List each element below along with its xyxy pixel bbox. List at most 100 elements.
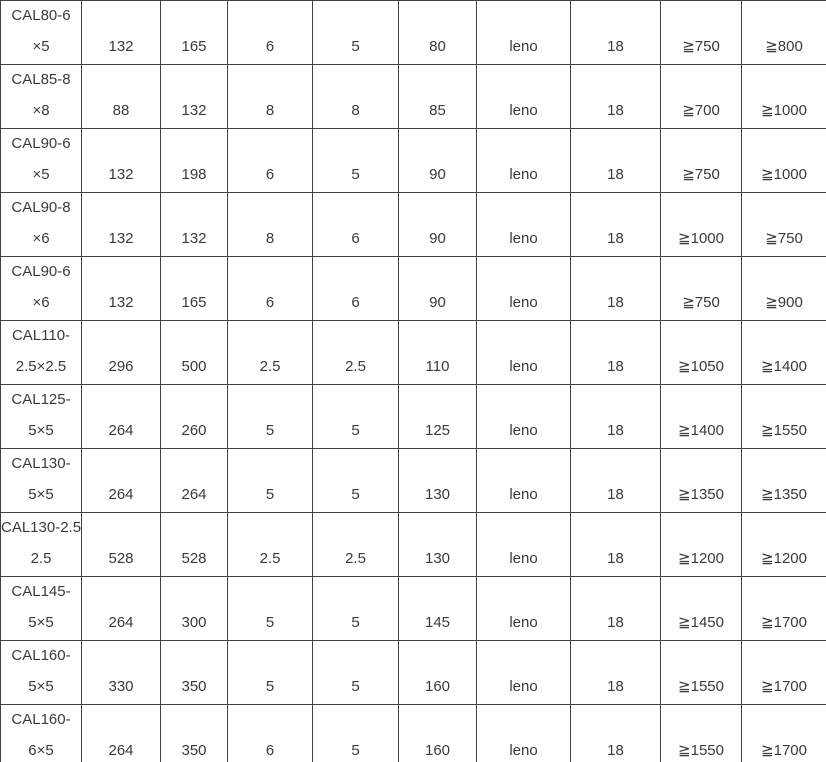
cell-warp-count: 132 (81, 0, 161, 65)
cell-value: ≧1200 (761, 550, 807, 567)
model-name-line1: CAL90-6 (11, 263, 71, 280)
cell-value: ≧750 (682, 38, 720, 55)
model-name-line1: CAL130- (11, 455, 71, 472)
cell-value: 2.5 (345, 358, 366, 375)
cell-value: ≧1550 (678, 742, 724, 759)
cell-weight: 110 (398, 320, 477, 385)
cell-weft-strength: ≧800 (741, 0, 826, 65)
cell-value: ≧1350 (678, 486, 724, 503)
cell-value: 8 (265, 230, 275, 247)
table-row: CAL90-6 ×5 132 198 6 5 90 leno 18 ≧750 ≧… (0, 128, 826, 193)
cell-warp-strength: ≧1400 (660, 384, 742, 449)
cell-warp-strength: ≧750 (660, 256, 742, 321)
cell-mesh-warp: 5 (227, 576, 313, 641)
model-name-line1: CAL90-8 (11, 199, 71, 216)
model-name-line2: ×6 (32, 294, 50, 311)
cell-weft-count: 132 (160, 64, 228, 129)
cell-value: ≧1050 (678, 358, 724, 375)
cell-weave-type: leno (476, 128, 571, 193)
model-name-line1: CAL90-6 (11, 135, 71, 152)
model-cell: CAL160- 5×5 (0, 640, 82, 705)
cell-content: 18 (570, 320, 661, 385)
cell-value: 80 (429, 38, 446, 55)
cell-mesh-warp: 2.5 (227, 320, 313, 385)
cell-value: 5 (351, 166, 360, 183)
cell-mesh-warp: 8 (227, 192, 313, 257)
cell-mesh-warp: 5 (227, 448, 313, 513)
table-row: CAL110- 2.5×2.5 296 500 2.5 2.5 110 leno… (0, 320, 826, 385)
table-row: CAL125- 5×5 264 260 5 5 125 leno 18 ≧140… (0, 384, 826, 449)
cell-value: 5 (351, 486, 360, 503)
cell-mesh-warp: 5 (227, 640, 313, 705)
cell-weave-type: leno (476, 448, 571, 513)
cell-value: leno (509, 294, 538, 311)
cell-warp-strength: ≧1550 (660, 704, 742, 762)
cell-value: 88 (112, 102, 130, 119)
cell-value: ≧900 (765, 294, 803, 311)
cell-mesh-warp: 6 (227, 128, 313, 193)
cell-weft-count: 528 (160, 512, 228, 577)
cell-value: ≧1000 (761, 166, 807, 183)
cell-warp-count: 264 (81, 384, 161, 449)
cell-value: 264 (108, 422, 134, 439)
cell-warp-strength: ≧1350 (660, 448, 742, 513)
table-row: CAL90-8 ×6 132 132 8 6 90 leno 18 ≧1000 … (0, 192, 826, 257)
cell-value: 132 (181, 102, 207, 119)
cell-value: 160 (424, 742, 451, 759)
model-cell: CAL110- 2.5×2.5 (0, 320, 82, 385)
cell-value: leno (509, 486, 538, 503)
cell-value: leno (509, 550, 538, 567)
cell-weft-count: 165 (160, 0, 228, 65)
table-row: CAL160- 6×5 264 350 6 5 160 leno 18 ≧155… (0, 704, 826, 762)
cell-value: 8 (265, 102, 275, 119)
cell-value: 18 (607, 166, 624, 183)
cell-weft-count: 264 (160, 448, 228, 513)
cell-weft-strength: ≧1400 (741, 320, 826, 385)
cell-value: 350 (181, 678, 207, 695)
model-name-line1: CAL125- (11, 391, 71, 408)
cell-weight: 130 (398, 512, 477, 577)
cell-value: 5 (265, 678, 275, 695)
cell-weft-count: 198 (160, 128, 228, 193)
cell-value: 264 (108, 742, 134, 759)
cell-mesh-weft: 5 (312, 448, 399, 513)
cell-value: 18 (607, 358, 624, 375)
cell-weave-type: leno (476, 64, 571, 129)
cell-value: 8 (351, 102, 360, 119)
model-name-line1: CAL110- (11, 327, 71, 344)
model-name-line2: 5×5 (28, 486, 54, 503)
cell-value: 6 (265, 742, 275, 759)
cell-warp-count: 296 (81, 320, 161, 385)
table-row: CAL160- 5×5 330 350 5 5 160 leno 18 ≧155… (0, 640, 826, 705)
cell-value: 18 (607, 230, 624, 247)
cell-value: leno (509, 358, 538, 375)
model-name-line2: ×5 (32, 166, 50, 183)
cell-value: 2.5 (259, 550, 281, 567)
cell-weft-strength: ≧900 (741, 256, 826, 321)
model-name-line1: CAL80-6 (11, 7, 71, 24)
model-name-line2: ×6 (32, 230, 50, 247)
cell-mesh-weft: 2.5 (312, 320, 399, 385)
cell-content: 18 (570, 64, 661, 129)
cell-value: 5 (265, 614, 275, 631)
model-cell: CAL125- 5×5 (0, 384, 82, 449)
cell-value: 350 (181, 742, 207, 759)
model-name-line1: CAL145- (11, 583, 71, 600)
cell-weft-count: 132 (160, 192, 228, 257)
cell-value: 125 (424, 422, 451, 439)
table-row: CAL130-2.5 2.5 528 528 2.5 2.5 130 leno … (0, 512, 826, 577)
cell-value: 5 (351, 742, 360, 759)
cell-warp-count: 330 (81, 640, 161, 705)
cell-value: 5 (265, 486, 275, 503)
cell-weft-count: 500 (160, 320, 228, 385)
cell-content: 18 (570, 0, 661, 65)
cell-value: 130 (424, 550, 451, 567)
cell-warp-count: 88 (81, 64, 161, 129)
cell-value: ≧1000 (761, 102, 807, 119)
cell-value: 6 (265, 38, 275, 55)
cell-weave-type: leno (476, 256, 571, 321)
cell-value: 18 (607, 422, 624, 439)
cell-value: 18 (607, 742, 624, 759)
model-name-line1: CAL160- (11, 711, 71, 728)
cell-warp-strength: ≧1200 (660, 512, 742, 577)
